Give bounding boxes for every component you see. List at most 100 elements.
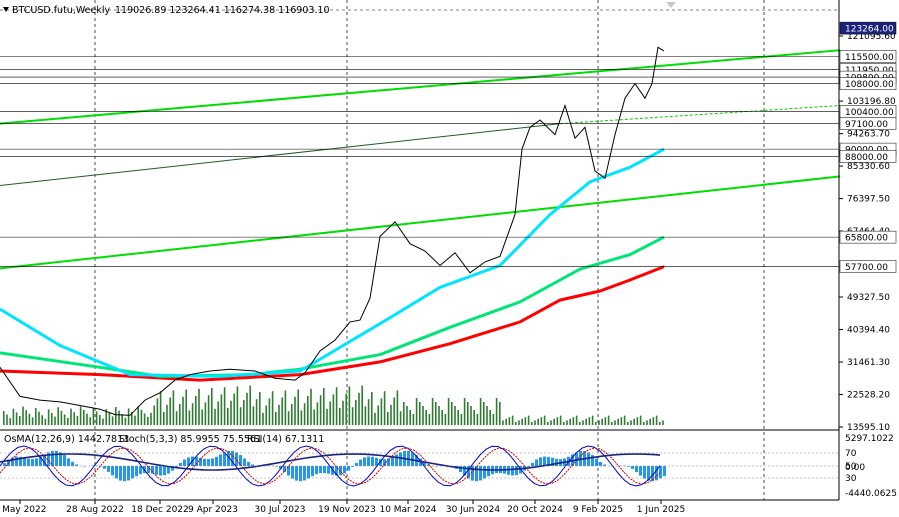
volume-bar bbox=[156, 398, 159, 425]
volume-bar bbox=[502, 420, 504, 425]
osma-bar bbox=[111, 466, 114, 476]
volume-bar bbox=[147, 417, 149, 425]
osma-bar bbox=[351, 466, 354, 467]
volume-bar bbox=[390, 404, 392, 425]
volume-bar bbox=[262, 412, 264, 425]
volume-bar bbox=[521, 418, 523, 425]
osma-bar bbox=[591, 455, 594, 466]
time-label: 30 Jul 2023 bbox=[255, 505, 306, 515]
osma-bar bbox=[31, 459, 34, 466]
volume-bar bbox=[175, 411, 178, 425]
osma-bar bbox=[3, 463, 6, 466]
volume-bar bbox=[169, 397, 171, 425]
level-label: 115500.00 bbox=[845, 53, 894, 63]
volume-bar bbox=[342, 400, 344, 425]
volume-bar bbox=[159, 391, 162, 425]
volume-bar bbox=[534, 420, 536, 425]
shift-marker-icon[interactable] bbox=[666, 2, 676, 8]
osma-bar bbox=[231, 450, 234, 466]
volume-bar bbox=[60, 410, 63, 425]
osma-bar bbox=[363, 457, 366, 466]
volume-bar bbox=[588, 417, 591, 425]
volume-bar bbox=[550, 420, 552, 425]
volume-bar bbox=[105, 409, 107, 425]
volume-bar bbox=[639, 415, 642, 425]
osma-bar bbox=[383, 459, 386, 466]
volume-bar bbox=[47, 409, 50, 425]
osma-bar bbox=[427, 464, 430, 466]
osc-tick-label: 30 bbox=[845, 474, 857, 484]
volume-bar bbox=[95, 411, 98, 425]
volume-bar bbox=[403, 402, 405, 425]
volume-bar bbox=[115, 407, 117, 425]
volume-bar bbox=[217, 401, 219, 425]
osma-bar bbox=[155, 466, 158, 475]
volume-bar bbox=[118, 410, 120, 425]
volume-bar bbox=[396, 390, 399, 425]
level-label-box bbox=[839, 117, 897, 130]
volume-bar bbox=[473, 410, 475, 425]
volume-bar bbox=[361, 385, 363, 425]
osma-bar bbox=[343, 466, 346, 474]
osma-bar bbox=[651, 466, 654, 482]
osma-bar bbox=[663, 466, 666, 477]
volume-bar bbox=[620, 417, 623, 425]
volume-bar bbox=[556, 417, 559, 425]
osma-bar bbox=[347, 466, 350, 471]
osma-bar bbox=[195, 456, 198, 466]
osc-tick-label: 50 bbox=[845, 462, 857, 472]
volume-bar bbox=[463, 398, 466, 425]
volume-bar bbox=[188, 410, 191, 425]
price-tick-label: 31461.30 bbox=[847, 358, 890, 368]
dropdown-arrow-icon[interactable] bbox=[3, 7, 9, 12]
volume-bar bbox=[303, 403, 306, 425]
osma-bar bbox=[555, 458, 558, 466]
volume-bar bbox=[435, 402, 437, 425]
osma-bar bbox=[115, 466, 118, 479]
volume-bar bbox=[543, 415, 546, 425]
volume-bar bbox=[19, 416, 21, 425]
osma-bar bbox=[599, 462, 602, 466]
volume-bar bbox=[41, 415, 43, 425]
volume-bar bbox=[313, 409, 315, 425]
volume-bar bbox=[451, 402, 453, 425]
osma-bar bbox=[131, 466, 134, 479]
volume-bar bbox=[220, 394, 223, 425]
osma-bar bbox=[327, 466, 330, 474]
time-label: 20 Oct 2024 bbox=[507, 505, 563, 515]
osma-bar bbox=[55, 450, 58, 466]
osma-bar bbox=[103, 466, 106, 469]
volume-bar bbox=[457, 410, 459, 425]
osma-bar bbox=[479, 466, 482, 481]
volume-bar bbox=[425, 410, 427, 425]
volume-bar bbox=[441, 410, 443, 425]
osma-bar bbox=[227, 451, 230, 466]
volume-bar bbox=[579, 422, 581, 425]
volume-bar bbox=[143, 413, 146, 425]
volume-bar bbox=[649, 418, 651, 425]
osma-bar bbox=[511, 466, 514, 476]
volume-bar bbox=[367, 399, 370, 425]
price-tick-label: 40394.40 bbox=[847, 326, 890, 336]
level-label-box bbox=[839, 77, 897, 90]
volume-bar bbox=[121, 414, 123, 425]
osma-bar bbox=[551, 457, 554, 466]
osma-bar bbox=[283, 466, 286, 472]
osma-bar bbox=[15, 456, 18, 466]
volume-bar bbox=[211, 388, 213, 425]
osma-bar bbox=[35, 458, 38, 466]
osma-bar bbox=[575, 452, 578, 466]
ma-line-ema-short bbox=[0, 147, 665, 378]
osma-bar bbox=[287, 466, 290, 476]
level-label: 65800.00 bbox=[845, 234, 888, 244]
level-label-box bbox=[839, 50, 897, 63]
osc-tick-label: 5297.1022 bbox=[845, 434, 894, 444]
osma-bar bbox=[519, 466, 522, 474]
osma-bar bbox=[303, 466, 306, 481]
volume-bar bbox=[345, 393, 347, 425]
volume-bar bbox=[575, 415, 578, 425]
osma-bar bbox=[643, 466, 646, 479]
volume-bar bbox=[505, 418, 507, 425]
osma-bar bbox=[135, 466, 138, 477]
